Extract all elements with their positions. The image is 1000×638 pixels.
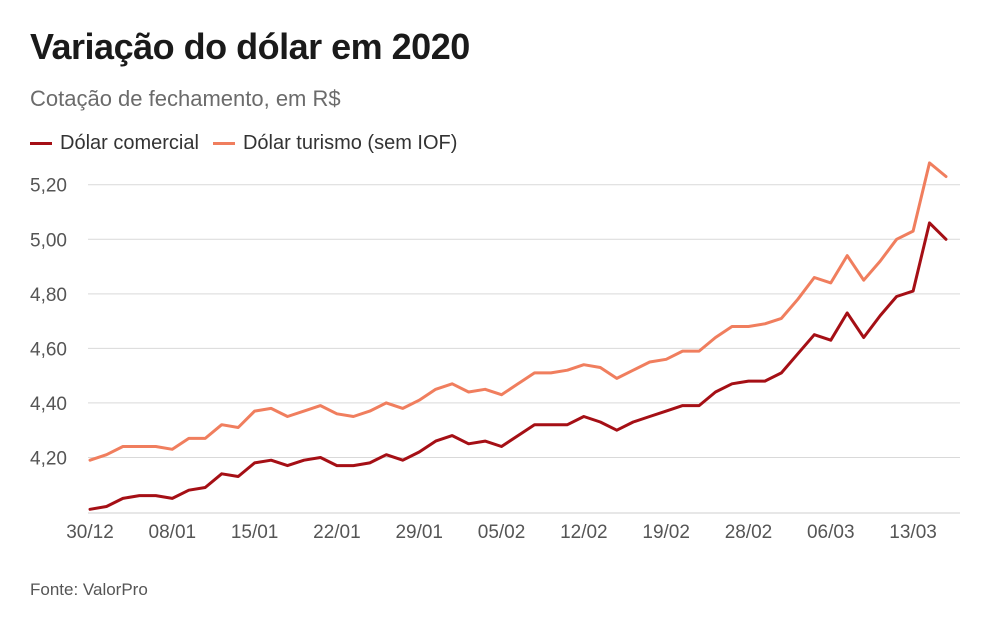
- y-tick-label: 4,60: [30, 339, 67, 360]
- y-tick-label: 4,20: [30, 448, 67, 469]
- x-tick-label: 06/03: [807, 522, 855, 543]
- x-tick-label: 19/02: [642, 522, 690, 543]
- y-tick-label: 5,00: [30, 230, 67, 251]
- legend-label-comercial: Dólar comercial: [60, 132, 199, 154]
- x-tick-label: 13/03: [889, 522, 937, 543]
- legend-item-turismo: Dólar turismo (sem IOF): [212, 132, 458, 155]
- y-tick-label: 4,80: [30, 285, 67, 306]
- legend-label-turismo: Dólar turismo (sem IOF): [242, 132, 458, 154]
- legend-swatch-comercial: [30, 142, 52, 145]
- x-tick-label: 28/02: [725, 522, 773, 543]
- legend: Dólar comercial Dólar turismo (sem IOF): [30, 132, 471, 155]
- y-tick-label: 5,20: [30, 176, 67, 197]
- chart-subtitle: Cotação de fechamento, em R$: [30, 86, 341, 111]
- legend-swatch-turismo: [212, 142, 235, 145]
- x-tick-label: 05/02: [478, 522, 526, 543]
- source-note: Fonte: ValorPro: [30, 580, 148, 599]
- x-tick-label: 22/01: [313, 522, 361, 543]
- y-tick-label: 4,40: [30, 394, 67, 415]
- x-tick-label: 29/01: [395, 522, 443, 543]
- x-tick-label: 08/01: [149, 522, 197, 543]
- series-line-turismo: [88, 161, 948, 462]
- chart-title: Variação do dólar em 2020: [30, 26, 470, 67]
- x-tick-label: 15/01: [231, 522, 279, 543]
- x-tick-label: 12/02: [560, 522, 608, 543]
- line-chart: 4,20 4,40 4,60 4,80 5,00 5,20 30/12 08/01 15/01 2…: [30, 161, 960, 543]
- x-tick-label: 30/12: [66, 522, 114, 543]
- legend-item-comercial: Dólar comercial: [30, 132, 199, 155]
- series-line-comercial: [88, 221, 948, 511]
